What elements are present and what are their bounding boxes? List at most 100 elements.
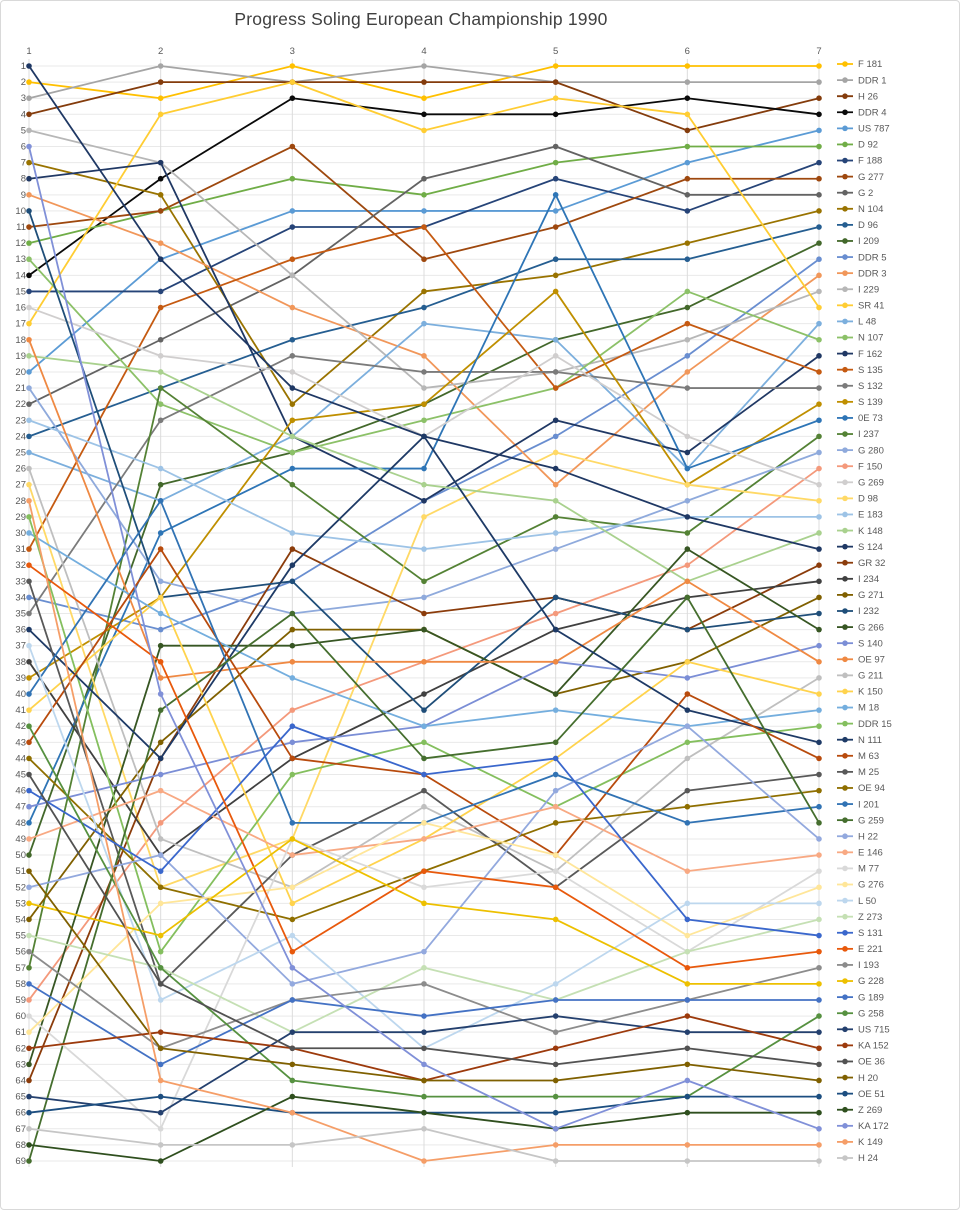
legend-item-d-98[interactable]: D 98 (837, 494, 878, 505)
series-f-181[interactable] (26, 63, 822, 102)
legend-item-ddr-15[interactable]: DDR 15 (837, 719, 892, 730)
legend-item-us-787[interactable]: US 787 (837, 124, 890, 135)
legend-item-oe-51[interactable]: OE 51 (837, 1089, 885, 1100)
legend-item-s-139[interactable]: S 139 (837, 397, 883, 408)
series-us-715[interactable] (26, 1013, 822, 1116)
legend-item-z-269[interactable]: Z 269 (837, 1105, 882, 1116)
legend-item-sr-41[interactable]: SR 41 (837, 301, 884, 312)
legend-item-e-146[interactable]: E 146 (837, 848, 883, 859)
legend-item-m-63[interactable]: M 63 (837, 751, 879, 762)
legend-item-e-183[interactable]: E 183 (837, 510, 883, 521)
legend-item-ka-172[interactable]: KA 172 (837, 1121, 889, 1132)
series-n-111[interactable] (26, 433, 822, 762)
legend-item-ddr-4[interactable]: DDR 4 (837, 107, 887, 118)
series-sr-41[interactable] (26, 79, 822, 327)
series-e-146[interactable] (26, 787, 822, 874)
legend-item-d-96[interactable]: D 96 (837, 220, 878, 231)
series-s-135[interactable] (26, 224, 822, 552)
series-s-131[interactable] (26, 723, 822, 939)
legend-item-h-24[interactable]: H 24 (837, 1153, 878, 1164)
legend-item-k-150[interactable]: K 150 (837, 687, 883, 698)
legend-item-i-209[interactable]: I 209 (837, 236, 879, 247)
legend-item-g-271[interactable]: G 271 (837, 590, 884, 601)
legend-item-g-269[interactable]: G 269 (837, 477, 884, 488)
series-z-269[interactable] (26, 1093, 822, 1164)
legend-item-f-188[interactable]: F 188 (837, 156, 882, 167)
series-oe-36[interactable] (26, 771, 822, 1068)
legend-item-g-2[interactable]: G 2 (837, 188, 873, 199)
legend-item-oe-36[interactable]: OE 36 (837, 1057, 885, 1068)
legend-item-oe-94[interactable]: OE 94 (837, 783, 885, 794)
legend-item-m-77[interactable]: M 77 (837, 864, 879, 875)
legend-item-l-48[interactable]: L 48 (837, 317, 876, 328)
legend-item-g-189[interactable]: G 189 (837, 992, 884, 1003)
legend-item-z-273[interactable]: Z 273 (837, 912, 882, 923)
legend-item-i-229[interactable]: I 229 (837, 284, 879, 295)
series-h-22[interactable] (26, 723, 822, 987)
legend-item-g-276[interactable]: G 276 (837, 880, 884, 891)
series-oe-97[interactable] (26, 336, 822, 681)
legend-item-m-25[interactable]: M 25 (837, 767, 879, 778)
legend-item-k-149[interactable]: K 149 (837, 1137, 883, 1148)
series-h-24[interactable] (26, 1125, 822, 1164)
legend-item-s-140[interactable]: S 140 (837, 638, 883, 649)
legend-item-ddr-3[interactable]: DDR 3 (837, 268, 887, 279)
series-g-259[interactable] (26, 594, 822, 1164)
legend-item-f-150[interactable]: F 150 (837, 461, 882, 472)
legend-item-i-201[interactable]: I 201 (837, 799, 879, 810)
legend-item-i-234[interactable]: I 234 (837, 574, 879, 585)
series-k-149[interactable] (26, 497, 822, 1164)
legend-item-ka-152[interactable]: KA 152 (837, 1041, 889, 1052)
legend-item-s-131[interactable]: S 131 (837, 928, 883, 939)
series-g-276[interactable] (26, 820, 822, 1035)
series-i-237[interactable] (26, 385, 822, 971)
legend-item-n-104[interactable]: N 104 (837, 204, 883, 215)
legend-item-d-92[interactable]: D 92 (837, 140, 878, 151)
legend-item-n-111[interactable]: N 111 (837, 735, 882, 746)
legend-item-i-237[interactable]: I 237 (837, 429, 879, 440)
legend-item-s-135[interactable]: S 135 (837, 365, 883, 376)
series-g-266[interactable] (26, 546, 822, 1068)
legend-item-i-232[interactable]: I 232 (837, 606, 879, 617)
legend-item-e-221[interactable]: E 221 (837, 944, 883, 955)
series-marker (157, 208, 164, 214)
legend-item-us-715[interactable]: US 715 (837, 1024, 890, 1035)
legend-item-g-211[interactable]: G 211 (837, 671, 883, 682)
legend-item-h-22[interactable]: H 22 (837, 831, 878, 842)
legend-item-f-162[interactable]: F 162 (837, 349, 882, 360)
series-n-104[interactable] (26, 159, 822, 407)
legend-item-ddr-1[interactable]: DDR 1 (837, 75, 887, 86)
legend-item-s-124[interactable]: S 124 (837, 542, 883, 553)
legend-item-h-26[interactable]: H 26 (837, 91, 878, 102)
legend-item-gr-32[interactable]: GR 32 (837, 558, 885, 569)
series-g-277[interactable] (26, 143, 822, 263)
legend-item-g-258[interactable]: G 258 (837, 1008, 884, 1019)
legend-item-s-132[interactable]: S 132 (837, 381, 883, 392)
legend-item-g-266[interactable]: G 266 (837, 622, 884, 633)
series-g-189[interactable] (26, 981, 822, 1068)
series-e-221[interactable] (26, 562, 822, 971)
legend-item-m-18[interactable]: M 18 (837, 703, 879, 714)
legend-item-g-228[interactable]: G 228 (837, 976, 884, 987)
series-ddr-3[interactable] (26, 192, 822, 488)
legend-label: KA 152 (858, 1041, 889, 1052)
series-0e-73[interactable] (26, 192, 822, 826)
series-ka-172[interactable] (26, 143, 822, 1132)
series-s-132[interactable] (26, 353, 822, 617)
legend-item-n-107[interactable]: N 107 (837, 333, 883, 344)
legend-item-f-181[interactable]: F 181 (837, 59, 882, 70)
legend-item-g-280[interactable]: G 280 (837, 445, 884, 456)
legend-item-g-259[interactable]: G 259 (837, 815, 884, 826)
series-ddr-4[interactable] (26, 95, 822, 279)
series-h-20[interactable] (26, 868, 822, 1084)
series-g-228[interactable] (26, 836, 822, 987)
series-g-2[interactable] (26, 143, 822, 407)
legend-item-h-20[interactable]: H 20 (837, 1073, 878, 1084)
legend-item-l-50[interactable]: L 50 (837, 896, 876, 907)
legend-item-g-277[interactable]: G 277 (837, 172, 884, 183)
legend-item-i-193[interactable]: I 193 (837, 960, 879, 971)
legend-item-k-148[interactable]: K 148 (837, 526, 883, 537)
legend-item-ddr-5[interactable]: DDR 5 (837, 252, 887, 263)
legend-item-oe-97[interactable]: OE 97 (837, 654, 885, 665)
legend-item-0e-73[interactable]: 0E 73 (837, 413, 883, 424)
